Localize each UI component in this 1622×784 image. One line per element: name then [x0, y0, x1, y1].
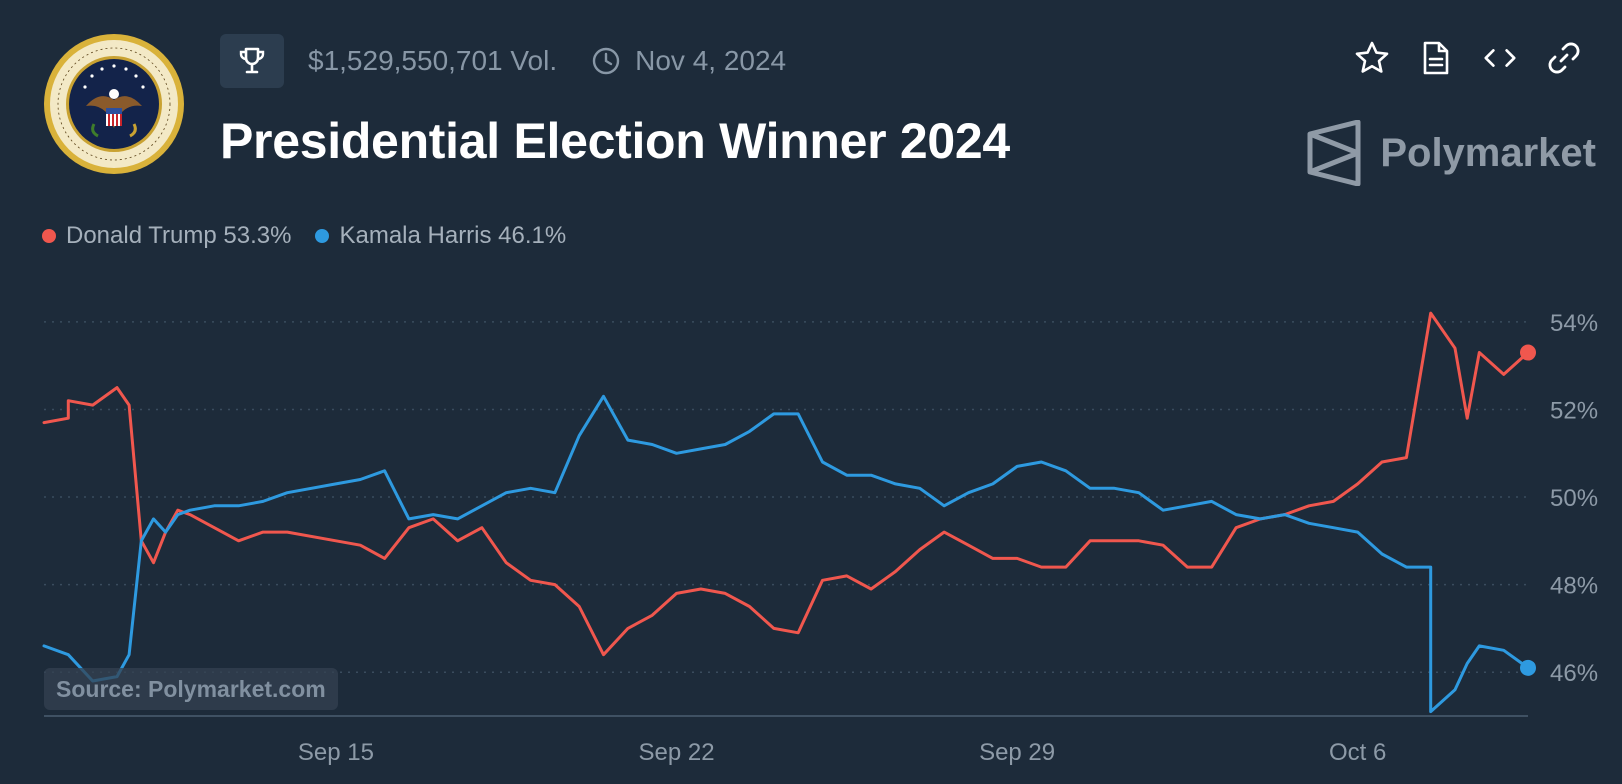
brand-name: Polymarket: [1380, 130, 1596, 175]
volume-text: $1,529,550,701 Vol.: [308, 45, 558, 76]
legend-label-trump: Donald Trump 53.3%: [66, 222, 292, 249]
series-endpoint-trump[interactable]: [1520, 344, 1536, 361]
x-tick-label: Sep 29: [979, 739, 1055, 766]
source-label: Source: Polymarket.com: [44, 668, 338, 710]
page-title: Presidential Election Winner 2024: [220, 113, 1010, 169]
series-endpoint-harris[interactable]: [1520, 659, 1536, 676]
copy-link-button[interactable]: [1546, 40, 1582, 76]
legend-dot-harris: [315, 229, 330, 243]
end-date: Nov 4, 2024: [591, 45, 786, 77]
brand: Polymarket: [1306, 120, 1596, 186]
series-line-trump: [42, 311, 1530, 657]
chart-series: [42, 311, 1536, 714]
code-icon: [1484, 49, 1516, 67]
y-tick-label: 48%: [1550, 573, 1598, 600]
polymarket-logo-icon: [1307, 120, 1361, 186]
y-tick-label: 54%: [1550, 310, 1598, 337]
end-date-text: Nov 4, 2024: [635, 45, 787, 76]
embed-button[interactable]: [1482, 40, 1518, 76]
x-tick-label: Oct 6: [1329, 739, 1386, 766]
y-tick-label: 46%: [1550, 660, 1598, 687]
y-axis-tick-labels: 54% 52% 50% 48% 46%: [1550, 310, 1598, 687]
clock-icon: [592, 47, 620, 75]
y-tick-label: 52%: [1550, 397, 1598, 424]
document-icon: [1423, 41, 1449, 75]
trophy-icon: [239, 47, 265, 74]
x-axis-tick-labels: Sep 15 Sep 22 Sep 29 Oct 6: [298, 739, 1386, 766]
chart-gridlines: [44, 321, 1528, 717]
trophy-button[interactable]: [220, 34, 284, 88]
y-tick-label: 50%: [1550, 485, 1598, 512]
star-icon: [1355, 41, 1389, 73]
legend-dot-trump: [42, 229, 56, 243]
x-tick-label: Sep 15: [298, 739, 374, 766]
presidential-seal-icon: [44, 34, 184, 174]
chart-legend: Donald Trump 53.3% Kamala Harris 46.1%: [42, 222, 590, 250]
market-meta: $1,529,550,701 Vol. Nov 4, 2024: [220, 34, 786, 88]
legend-label-harris: Kamala Harris 46.1%: [339, 222, 567, 249]
x-tick-label: Sep 22: [638, 739, 714, 766]
legend-item-trump[interactable]: Donald Trump 53.3%: [42, 222, 291, 250]
series-line-harris: [42, 394, 1530, 714]
link-icon: [1548, 42, 1580, 74]
details-button[interactable]: [1418, 40, 1454, 76]
action-bar: [1354, 40, 1582, 76]
favorite-button[interactable]: [1354, 40, 1390, 76]
legend-item-harris[interactable]: Kamala Harris 46.1%: [315, 222, 566, 250]
